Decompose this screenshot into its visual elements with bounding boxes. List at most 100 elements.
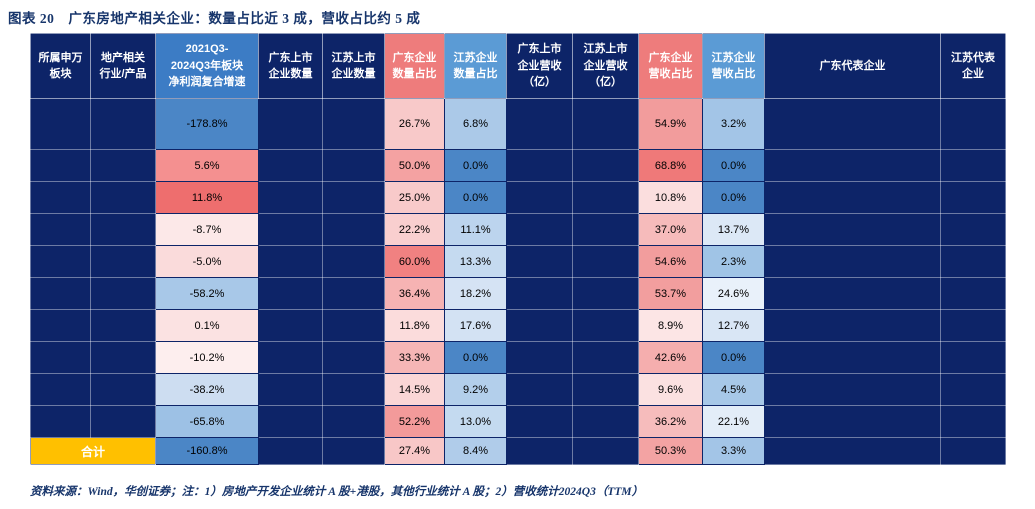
cell-gd-count-share: 50.0% (384, 149, 445, 182)
cell-gd-rev-share: 50.3% (638, 437, 703, 465)
cell-empty (258, 309, 323, 342)
cell-js-rev-share: 0.0% (702, 149, 765, 182)
table-row: -5.0% 60.0% 13.3% 54.6% 2.3% (30, 245, 1006, 278)
cell-js-count-share: 13.3% (444, 245, 507, 278)
table-row: -10.2% 33.3% 0.0% 42.6% 0.0% (30, 341, 1006, 374)
cell-empty (322, 373, 385, 406)
cell-gd-rev-share: 42.6% (638, 341, 703, 374)
column-header: 所属申万 板块 (30, 33, 91, 99)
cell-gd-rev-share: 10.8% (638, 181, 703, 214)
cell-empty (322, 149, 385, 182)
cell-empty (322, 98, 385, 150)
cell-gd-count-share: 11.8% (384, 309, 445, 342)
cell-empty (572, 341, 639, 374)
cell-empty (764, 405, 941, 438)
cell-empty (506, 213, 573, 246)
cell-empty (764, 373, 941, 406)
cell-growth: 0.1% (155, 309, 259, 342)
cell-empty (90, 341, 156, 374)
cell-gd-count-share: 27.4% (384, 437, 445, 465)
cell-empty (940, 245, 1006, 278)
cell-empty (764, 437, 941, 465)
source-note: 资料来源：Wind，华创证券；注：1）房地产开发企业统计 A 股+港股，其他行业… (30, 486, 644, 498)
cell-empty (940, 149, 1006, 182)
cell-empty (506, 181, 573, 214)
cell-empty (572, 309, 639, 342)
cell-empty (30, 98, 91, 150)
cell-empty (940, 373, 1006, 406)
cell-empty (940, 277, 1006, 310)
cell-growth: -58.2% (155, 277, 259, 310)
cell-js-rev-share: 3.3% (702, 437, 765, 465)
figure-title: 图表 20 广东房地产相关企业：数量占比近 3 成，营收占比约 5 成 (8, 11, 421, 26)
cell-empty (258, 98, 323, 150)
cell-empty (572, 437, 639, 465)
cell-empty (258, 405, 323, 438)
cell-empty (322, 405, 385, 438)
cell-empty (322, 213, 385, 246)
cell-empty (258, 213, 323, 246)
cell-empty (764, 213, 941, 246)
cell-empty (90, 98, 156, 150)
cell-empty (506, 245, 573, 278)
cell-empty (940, 405, 1006, 438)
cell-js-rev-share: 0.0% (702, 181, 765, 214)
cell-js-count-share: 9.2% (444, 373, 507, 406)
cell-empty (764, 98, 941, 150)
table-row: -178.8% 26.7% 6.8% 54.9% 3.2% (30, 98, 1006, 150)
cell-js-rev-share: 3.2% (702, 98, 765, 150)
cell-empty (322, 309, 385, 342)
cell-empty (30, 309, 91, 342)
cell-empty (258, 149, 323, 182)
column-header: 2021Q3- 2024Q3年板块 净利润复合增速 (155, 33, 259, 99)
cell-empty (258, 181, 323, 214)
cell-js-rev-share: 22.1% (702, 405, 765, 438)
cell-empty (940, 98, 1006, 150)
cell-gd-rev-share: 68.8% (638, 149, 703, 182)
cell-empty (30, 373, 91, 406)
cell-gd-count-share: 22.2% (384, 213, 445, 246)
cell-growth: 5.6% (155, 149, 259, 182)
column-header: 地产相关 行业/产品 (90, 33, 156, 99)
cell-empty (506, 309, 573, 342)
cell-empty (90, 213, 156, 246)
column-header: 广东企业 数量占比 (384, 33, 445, 99)
cell-growth: -5.0% (155, 245, 259, 278)
cell-empty (30, 405, 91, 438)
cell-gd-count-share: 52.2% (384, 405, 445, 438)
cell-empty (940, 437, 1006, 465)
cell-empty (90, 149, 156, 182)
cell-empty (940, 309, 1006, 342)
cell-gd-rev-share: 37.0% (638, 213, 703, 246)
column-header: 江苏上市 企业数量 (322, 33, 385, 99)
table-row: 11.8% 25.0% 0.0% 10.8% 0.0% (30, 181, 1006, 214)
column-header: 江苏企业 数量占比 (444, 33, 507, 99)
cell-js-count-share: 18.2% (444, 277, 507, 310)
cell-empty (940, 181, 1006, 214)
column-header: 江苏上市 企业营收 （亿） (572, 33, 639, 99)
cell-empty (764, 149, 941, 182)
cell-empty (90, 245, 156, 278)
cell-growth: -178.8% (155, 98, 259, 150)
cell-empty (572, 373, 639, 406)
cell-empty (506, 405, 573, 438)
cell-empty (322, 277, 385, 310)
cell-js-count-share: 11.1% (444, 213, 507, 246)
cell-growth: -8.7% (155, 213, 259, 246)
cell-gd-count-share: 26.7% (384, 98, 445, 150)
cell-empty (258, 373, 323, 406)
cell-js-count-share: 0.0% (444, 149, 507, 182)
cell-gd-rev-share: 53.7% (638, 277, 703, 310)
cell-empty (940, 213, 1006, 246)
cell-empty (764, 341, 941, 374)
cell-empty (572, 277, 639, 310)
cell-empty (572, 181, 639, 214)
cell-js-count-share: 13.0% (444, 405, 507, 438)
cell-gd-count-share: 14.5% (384, 373, 445, 406)
cell-empty (506, 341, 573, 374)
column-header: 江苏企业 营收占比 (702, 33, 765, 99)
cell-js-rev-share: 4.5% (702, 373, 765, 406)
cell-empty (764, 181, 941, 214)
table-row: -58.2% 36.4% 18.2% 53.7% 24.6% (30, 277, 1006, 310)
cell-js-count-share: 6.8% (444, 98, 507, 150)
